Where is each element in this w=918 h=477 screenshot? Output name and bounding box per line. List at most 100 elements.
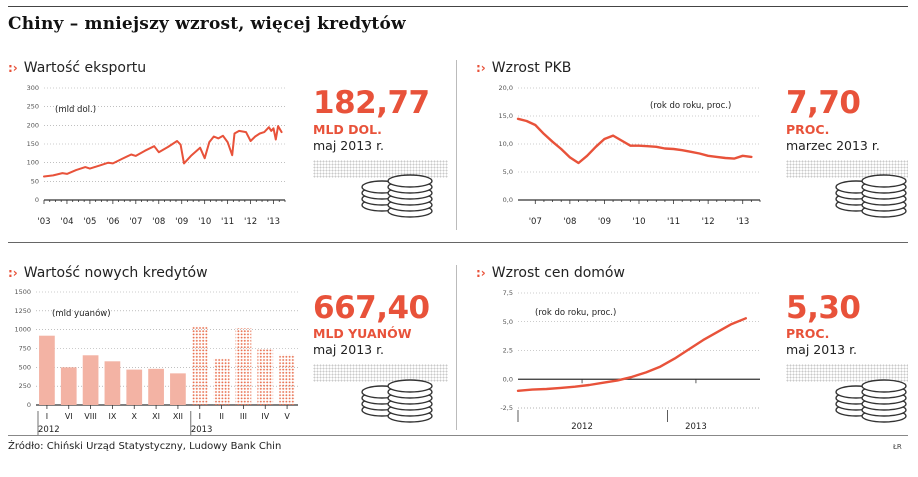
bar-2012 (104, 361, 121, 405)
year-label: 2013 (191, 425, 213, 435)
panel-divider (456, 60, 457, 230)
y-tick-label: 500 (19, 363, 31, 371)
source-note: Źródło: Chiński Urząd Statystyczny, Ludo… (8, 441, 282, 452)
coins-icon (361, 379, 433, 423)
x-tick-label: '13 (267, 217, 280, 227)
x-tick-label: 2013 (685, 422, 707, 432)
y-tick-label: 7,5 (503, 289, 513, 297)
y-tick-label: 0 (35, 196, 39, 204)
x-tick-label: '08 (152, 217, 165, 227)
x-tick-label: '05 (83, 217, 96, 227)
gdp-panel-title: :› Wzrost PKB (476, 60, 572, 76)
bar-2012 (39, 335, 55, 405)
housing-panel-title: :› Wzrost cen domów (476, 265, 625, 281)
credit-value: 667,40 (313, 290, 430, 326)
x-tick-label: II (219, 412, 224, 421)
y-tick-label: 0,0 (503, 196, 513, 204)
exports-chart: 0 50 100 150 200 250 300 '03 '04 '05 '06 '07 '08 '09 '… (27, 84, 286, 227)
bullet-icon: :› (8, 61, 18, 75)
y-tick-label: 250 (19, 382, 31, 390)
unit-annotation: (rok do roku, proc.) (535, 308, 616, 318)
series-line (43, 125, 283, 178)
bullet-icon: :› (8, 266, 18, 280)
bar-2012 (126, 369, 143, 405)
x-tick-label: '11 (667, 217, 680, 227)
y-tick-label: 2,5 (503, 347, 513, 355)
bottom-rule (8, 435, 908, 436)
credit-date: maj 2013 r. (313, 342, 385, 357)
x-tick-label: VIII (84, 412, 97, 421)
bar-2012 (148, 368, 164, 405)
exports-value: 182,77 (313, 85, 430, 121)
dot-texture (313, 160, 448, 178)
housing-date: maj 2013 r. (786, 342, 858, 357)
x-tick-label: '06 (106, 217, 119, 227)
housing-chart: -2,5 0,0 2,5 5,0 7,5 2012 2013 (rok do roku, pr… (500, 289, 760, 432)
credit-panel-title: :› Wartość nowych kredytów (8, 265, 208, 281)
x-tick-label: XI (152, 412, 160, 421)
x-tick-label: IX (108, 412, 116, 421)
series-line (516, 117, 753, 165)
x-tick-label: XII (173, 412, 183, 421)
coins-icon (835, 379, 907, 423)
year-label: 2012 (38, 425, 60, 435)
unit-annotation: (rok do roku, proc.) (650, 101, 731, 111)
x-tick-label: '07 (529, 217, 542, 227)
bar-2012 (82, 355, 99, 405)
y-tick-label: 50 (31, 177, 39, 185)
top-rule (8, 6, 908, 7)
y-tick-label: 1500 (14, 288, 31, 296)
y-tick-label: 750 (19, 345, 31, 353)
bar-2013 (191, 325, 208, 405)
bar-2013 (213, 358, 230, 405)
y-tick-label: -2,5 (500, 404, 513, 412)
x-tick-label: '13 (736, 217, 749, 227)
y-tick-label: 200 (27, 121, 39, 129)
x-tick-label: V (284, 412, 290, 421)
x-tick-label: VI (65, 412, 73, 421)
y-tick-label: 10,0 (499, 140, 513, 148)
y-tick-label: 5,0 (503, 318, 513, 326)
bar-2012 (60, 367, 77, 405)
y-tick-label: 100 (27, 159, 39, 167)
dot-texture (313, 364, 448, 382)
x-tick-label: '10 (632, 217, 645, 227)
gdp-chart: 0,0 5,0 10,0 15,0 20,0 '07 '08 '09 '10 '11 '12 '13 (… (499, 84, 761, 227)
bar-2013 (257, 348, 274, 405)
coins-icon (835, 174, 907, 218)
exports-date: maj 2013 r. (313, 138, 385, 153)
y-tick-label: 250 (27, 103, 39, 111)
credit-unit: MLD YUANÓW (313, 326, 412, 341)
x-tick-label: I (199, 412, 201, 421)
unit-annotation: (mld dol.) (55, 105, 96, 115)
panel-divider (456, 265, 457, 430)
x-tick-label: 2012 (571, 422, 593, 432)
coins-icon (361, 174, 433, 218)
x-tick-label: '09 (175, 217, 188, 227)
bar-2013 (279, 354, 295, 405)
x-tick-label: '07 (129, 217, 142, 227)
housing-unit: PROC. (786, 326, 830, 341)
unit-annotation: (mld yuanów) (52, 308, 111, 319)
bullet-icon: :› (476, 61, 486, 75)
gdp-value: 7,70 (786, 85, 861, 121)
dot-texture (786, 160, 908, 178)
bullet-icon: :› (476, 266, 486, 280)
y-tick-label: 20,0 (499, 84, 513, 92)
y-tick-label: 0,0 (503, 375, 513, 383)
series-line (516, 317, 747, 392)
x-tick-label: X (132, 412, 138, 421)
author-credit: ŁR (893, 443, 902, 451)
dot-texture (786, 364, 908, 382)
x-tick-label: '09 (598, 217, 611, 227)
x-tick-label: '11 (221, 217, 234, 227)
housing-value: 5,30 (786, 290, 861, 326)
x-tick-label: '03 (37, 217, 50, 227)
y-tick-label: 300 (27, 84, 39, 92)
exports-unit: MLD DOL. (313, 122, 382, 137)
y-tick-label: 1250 (14, 307, 31, 315)
x-tick-label: '12 (702, 217, 715, 227)
y-tick-label: 15,0 (499, 112, 513, 120)
